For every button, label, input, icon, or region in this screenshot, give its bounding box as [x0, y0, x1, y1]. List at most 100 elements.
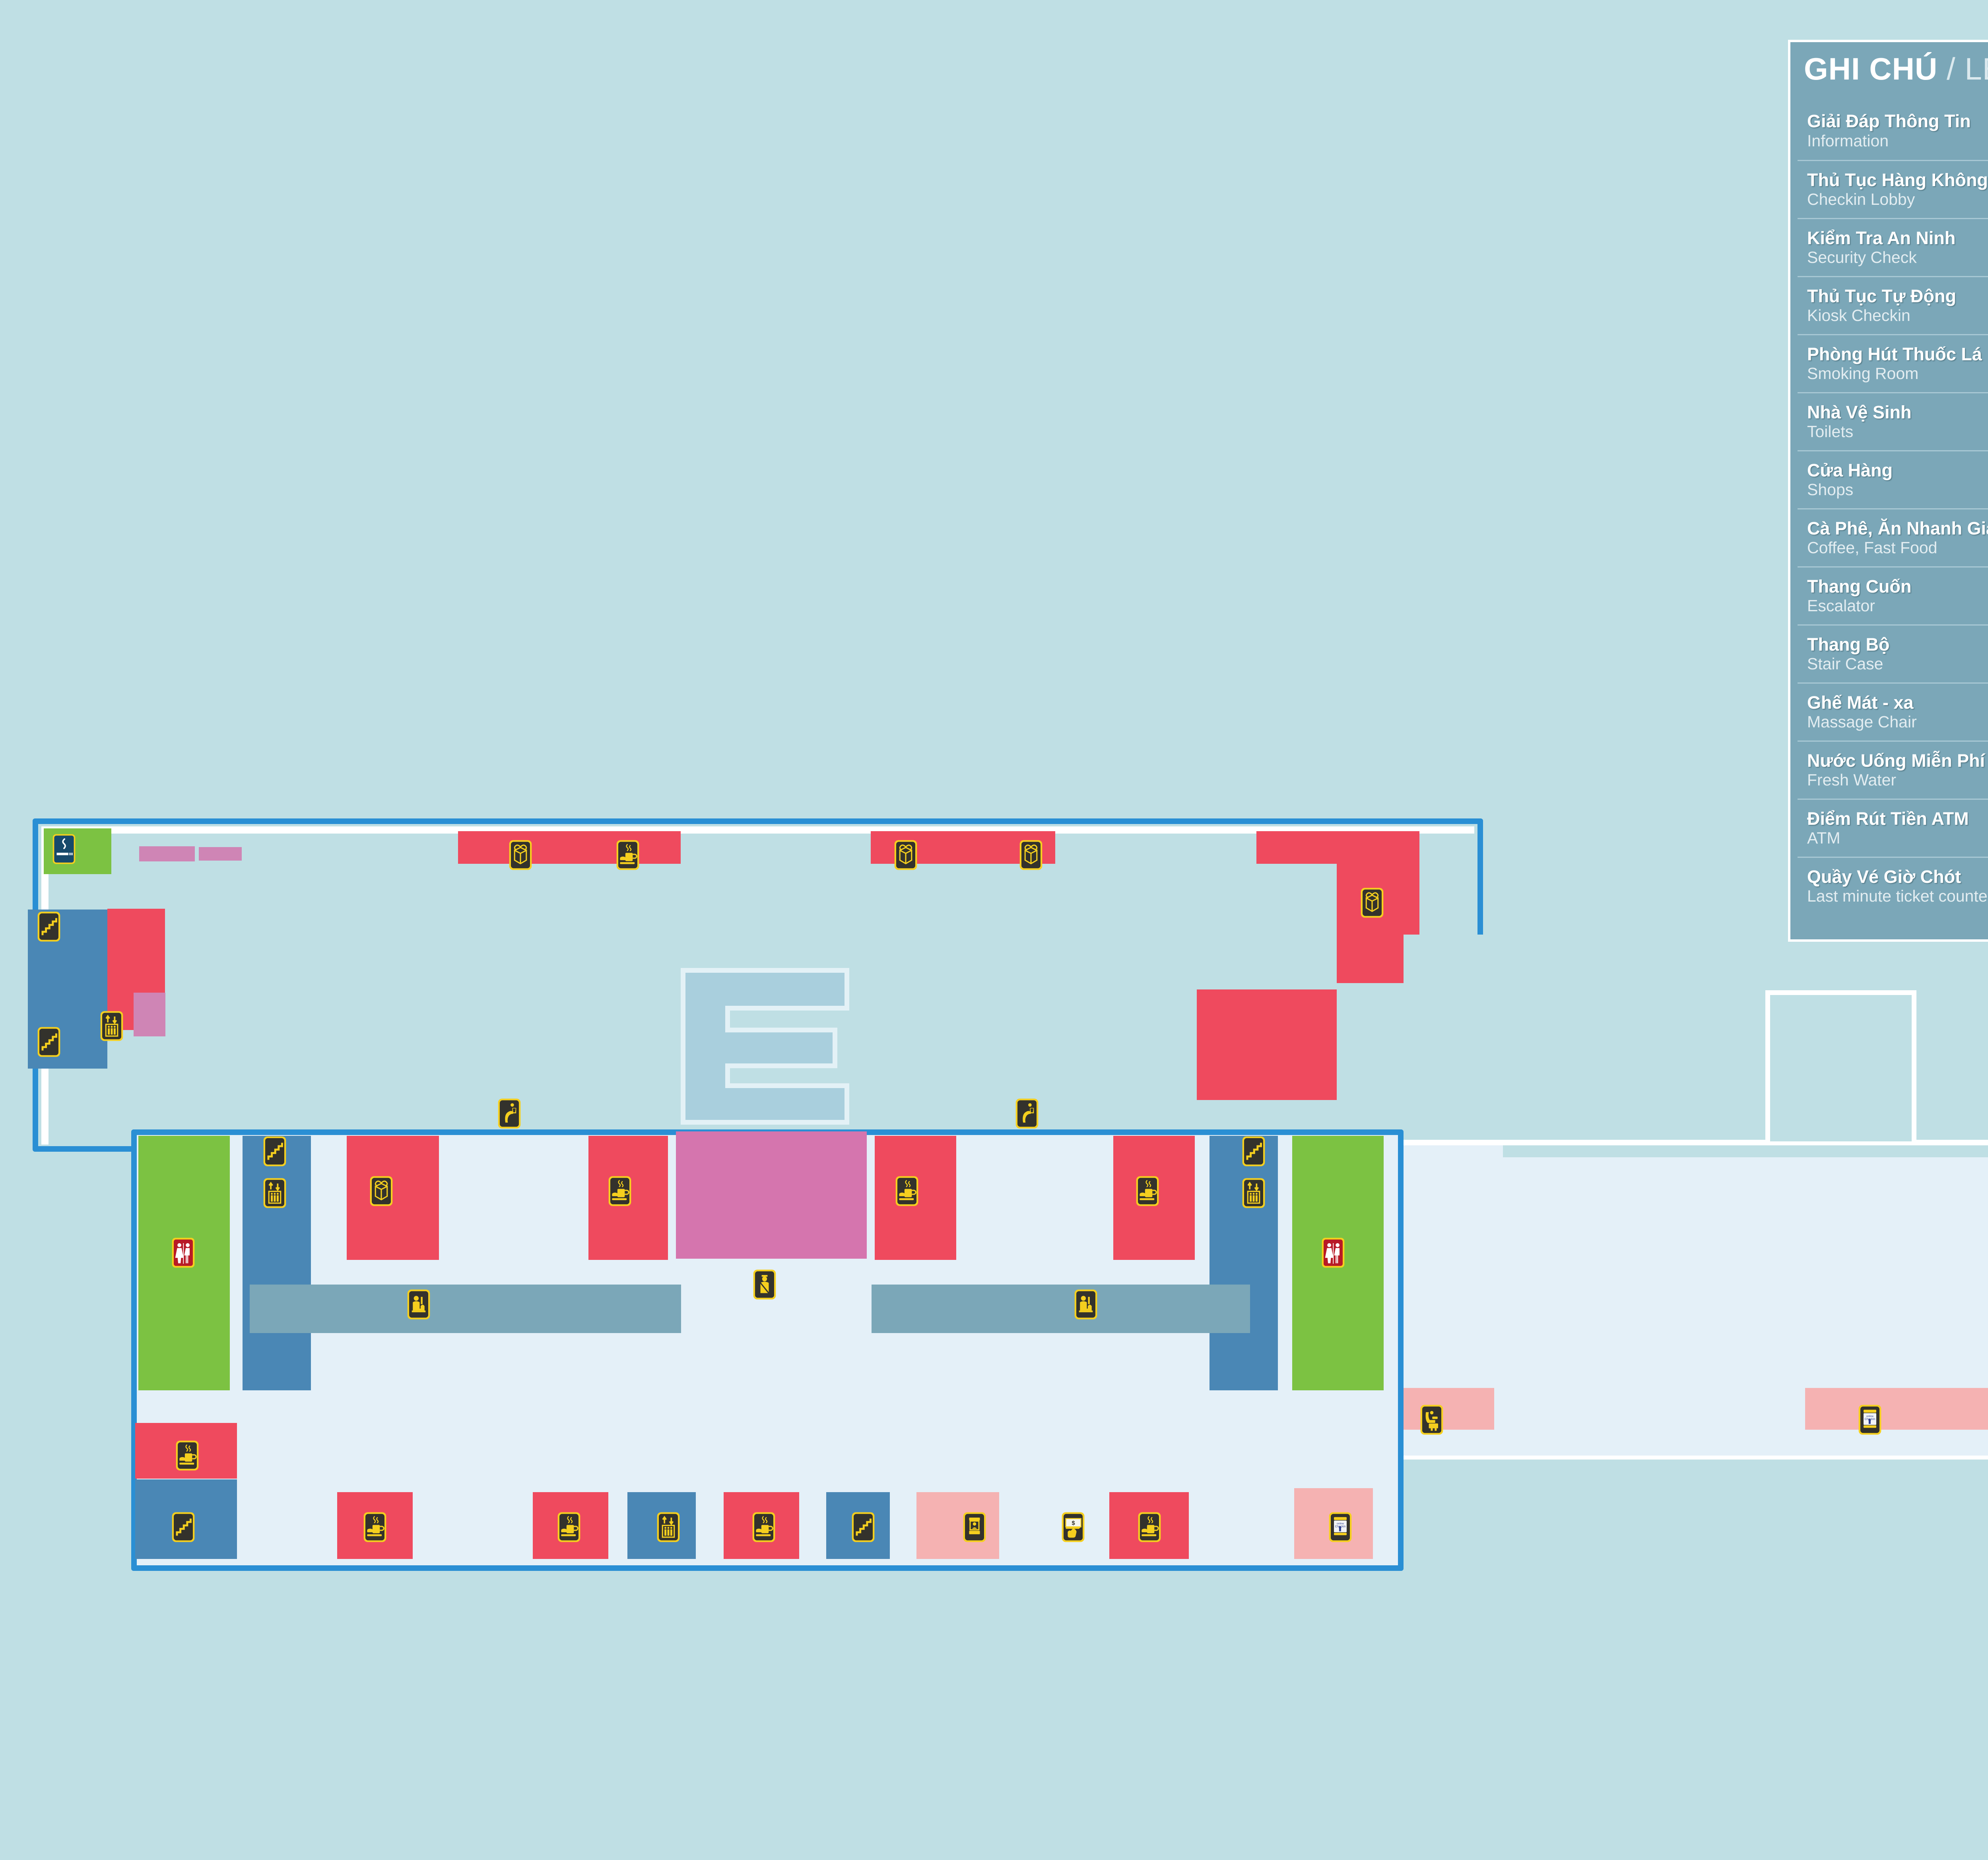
legend-title: GHI CHÚ / LEGEND	[1804, 51, 1988, 87]
legend-item-label-en: Information	[1807, 131, 1889, 150]
legend-item-label-en: Fresh Water	[1807, 771, 1897, 789]
legend-item-text: Thang Bộ Stair Case	[1798, 634, 1988, 674]
map-marker-staircase[interactable]	[37, 911, 61, 943]
legend-item-ticket-counter[interactable]: Quầy Vé Giờ Chót Last minute ticket count…	[1798, 857, 1988, 915]
map-marker-shops[interactable]	[1019, 839, 1043, 871]
security-block-upper-left	[134, 993, 165, 1036]
elevator-icon	[262, 1177, 287, 1209]
map-marker-coffee-fastfood[interactable]	[895, 1175, 919, 1207]
map-marker-shops[interactable]	[369, 1175, 394, 1207]
corridor-wall-2	[1404, 1456, 1988, 1460]
map-marker-fresh-water[interactable]	[497, 1098, 522, 1129]
legend-item-security-check[interactable]: Kiểm Tra An Ninh Security Check	[1798, 218, 1988, 276]
map-marker-staircase[interactable]	[171, 1511, 196, 1543]
ticket-counter-band-main	[1805, 1388, 1988, 1430]
shops-icon	[369, 1175, 394, 1207]
staircase-icon	[262, 1135, 287, 1167]
map-marker-shops[interactable]	[508, 839, 533, 871]
legend-title-en: LEGEND	[1965, 51, 1988, 86]
legend-item-label-vn: Giải Đáp Thông Tin	[1807, 111, 1971, 132]
map-marker-checkin-lobby[interactable]	[406, 1289, 431, 1320]
staircase-icon	[851, 1511, 876, 1543]
legend-item-label-vn: Thủ Tục Hàng Không	[1807, 169, 1988, 190]
legend-item-text: Điểm Rút Tiền ATM ATM	[1798, 809, 1988, 848]
map-marker-kiosk-checkin[interactable]: onlineCheckin	[1328, 1511, 1353, 1543]
map-marker-toilets[interactable]	[171, 1237, 196, 1269]
map-marker-staircase[interactable]	[37, 1026, 61, 1058]
legend-item-label-en: Security Check	[1807, 248, 1917, 267]
right-corridor-lower-band	[1404, 1458, 1988, 1553]
legend-item-label-vn: Kiểm Tra An Ninh	[1807, 227, 1956, 248]
map-marker-coffee-fastfood[interactable]	[557, 1511, 581, 1543]
map-marker-elevator[interactable]	[1241, 1177, 1266, 1209]
vertical-circulation-right	[1209, 1136, 1278, 1390]
legend-item-text: Quầy Vé Giờ Chót Last minute ticket count…	[1798, 867, 1988, 906]
svg-text:$: $	[1072, 1520, 1075, 1526]
map-marker-ticket-counter[interactable]	[962, 1511, 987, 1543]
elevator-icon	[656, 1511, 681, 1543]
map-marker-coffee-fastfood[interactable]	[608, 1175, 632, 1207]
map-marker-fresh-water[interactable]	[1015, 1098, 1039, 1129]
legend-item-label-vn: Cửa Hàng	[1807, 460, 1893, 480]
map-marker-coffee-fastfood[interactable]	[1135, 1175, 1160, 1207]
map-marker-shops[interactable]	[1360, 887, 1384, 919]
map-marker-massage-chair[interactable]	[1419, 1404, 1444, 1436]
coffee-fastfood-icon	[608, 1175, 632, 1207]
map-marker-coffee-fastfood[interactable]	[363, 1511, 387, 1543]
legend-item-label-vn: Thang Bộ	[1807, 634, 1890, 655]
security-check-icon	[752, 1269, 777, 1300]
map-marker-coffee-fastfood[interactable]	[751, 1511, 776, 1543]
legend-item-toilets[interactable]: Nhà Vệ Sinh Toilets	[1798, 392, 1988, 450]
staircase-icon	[1241, 1135, 1266, 1167]
map-marker-staircase[interactable]	[262, 1135, 287, 1167]
legend-item-coffee-fastfood[interactable]: Cà Phê, Ăn Nhanh Giải KhátCoffee, Fast F…	[1798, 508, 1988, 566]
kiosk-checkin-icon: onlineCheckin	[1328, 1511, 1353, 1543]
fresh-water-icon	[1015, 1098, 1039, 1129]
map-marker-security-check[interactable]	[752, 1269, 777, 1300]
map-marker-elevator[interactable]	[656, 1511, 681, 1543]
map-marker-staircase[interactable]	[851, 1511, 876, 1543]
map-marker-checkin-lobby[interactable]	[1074, 1289, 1098, 1320]
checkin-counter-bar-left	[250, 1285, 681, 1333]
legend-item-fresh-water[interactable]: Nước Uống Miễn Phí Fresh Water	[1798, 741, 1988, 799]
legend-item-shops[interactable]: Cửa Hàng Shops	[1798, 450, 1988, 508]
legend-item-text: Cửa Hàng Shops	[1798, 460, 1988, 499]
legend-item-staircase[interactable]: Thang Bộ Stair Case	[1798, 624, 1988, 682]
elevator-icon	[99, 1010, 124, 1042]
map-marker-staircase[interactable]	[1241, 1135, 1266, 1167]
legend-item-checkin-lobby[interactable]: Thủ Tục Hàng Không Checkin Lobby	[1798, 160, 1988, 218]
legend-panel: GHI CHÚ / LEGEND Giải Đáp Thông TinInfor…	[1788, 40, 1988, 942]
map-marker-shops[interactable]	[893, 839, 918, 871]
public-box-small-right	[1404, 1145, 1503, 1237]
legend-item-smoking-room[interactable]: Phòng Hút Thuốc Lá Smoking Room	[1798, 334, 1988, 392]
legend-title-vn: GHI CHÚ	[1804, 51, 1938, 86]
security-strip-a	[139, 846, 195, 861]
staircase-icon	[37, 911, 61, 943]
shops-icon	[1019, 839, 1043, 871]
legend-item-label-en: Shops	[1807, 480, 1854, 499]
legend-item-escalator[interactable]: Thang Cuốn Escalator	[1798, 566, 1988, 624]
legend-item-label-en: Massage Chair	[1807, 713, 1917, 731]
legend-item-massage-chair[interactable]: Ghế Mát - xa Massage Chair	[1798, 682, 1988, 741]
coffee-fastfood-icon	[175, 1440, 200, 1471]
map-marker-coffee-fastfood[interactable]	[1137, 1511, 1162, 1543]
legend-item-label-vn: Cà Phê, Ăn Nhanh Giải Khát	[1807, 518, 1988, 538]
map-marker-elevator[interactable]	[262, 1177, 287, 1209]
map-marker-elevator[interactable]	[99, 1010, 124, 1042]
shop-block-right-large	[1197, 989, 1337, 1100]
legend-item-label-vn: Thang Cuốn	[1807, 576, 1912, 597]
map-marker-coffee-fastfood[interactable]	[615, 839, 640, 871]
shops-icon	[508, 839, 533, 871]
shops-icon	[893, 839, 918, 871]
map-marker-kiosk-checkin[interactable]: onlineCheckin	[1858, 1404, 1882, 1436]
legend-item-label-vn: Điểm Rút Tiền ATM	[1807, 808, 1969, 829]
map-marker-coffee-fastfood[interactable]	[175, 1440, 200, 1471]
checkin-lobby-icon	[406, 1289, 431, 1320]
map-marker-smoking-room[interactable]	[52, 833, 76, 865]
map-marker-atm[interactable]: $	[1061, 1511, 1085, 1543]
map-marker-toilets[interactable]	[1321, 1237, 1345, 1269]
